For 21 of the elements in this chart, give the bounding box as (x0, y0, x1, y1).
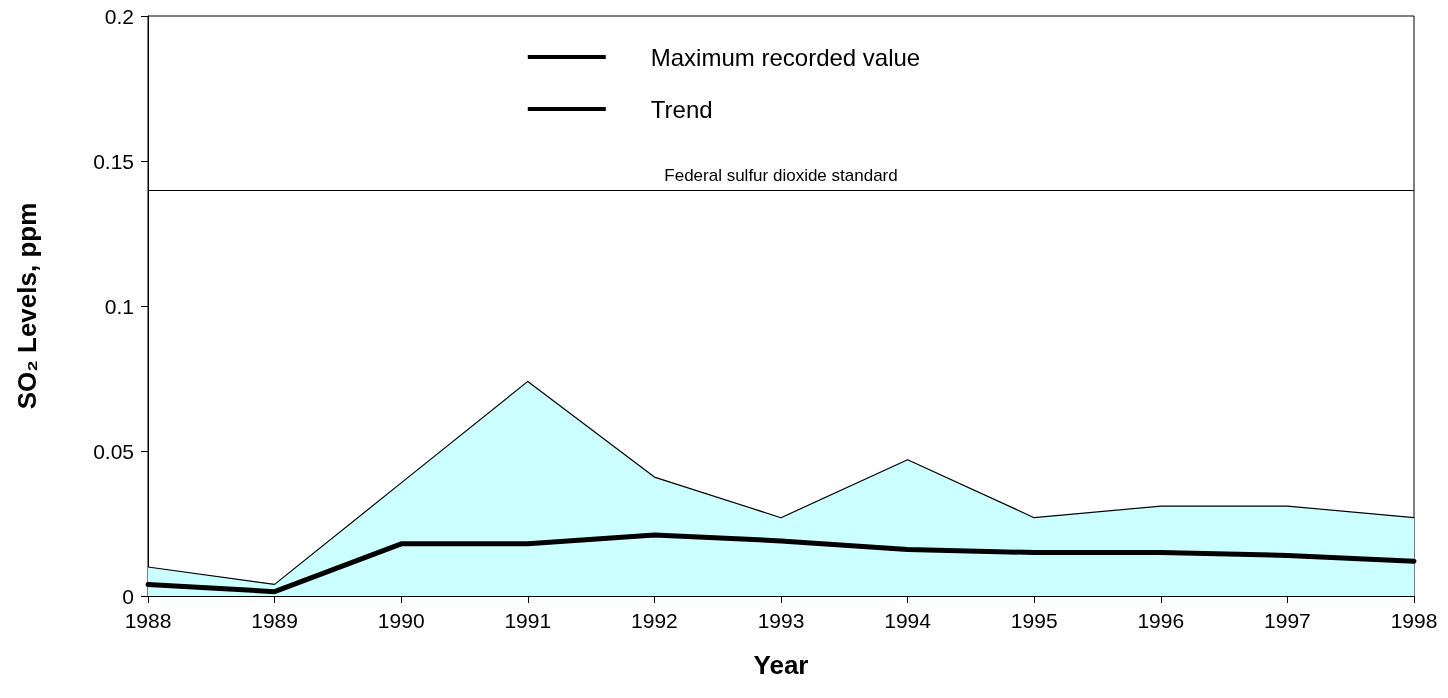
x-axis-title: Year (753, 650, 809, 680)
legend-label: Trend (650, 95, 713, 123)
x-tick-label: 1997 (1264, 609, 1311, 632)
x-tick-label: 1996 (1137, 609, 1185, 632)
x-tick-label: 1994 (884, 609, 932, 632)
x-tick-label: 1990 (377, 609, 425, 632)
y-tick-label: 0 (122, 584, 134, 608)
y-axis-title: SO₂ Levels, ppm (12, 202, 42, 410)
x-tick-label: 1989 (251, 609, 298, 632)
legend-label: Maximum recorded value (650, 43, 921, 71)
x-tick-label: 1991 (504, 609, 552, 632)
ref-line-label: Federal sulfur dioxide standard (664, 166, 898, 185)
x-tick-label: 1993 (757, 609, 805, 632)
y-tick-label: 0.1 (104, 294, 134, 318)
x-tick-label: 1992 (631, 609, 678, 632)
y-tick-label: 0.05 (93, 439, 134, 463)
y-tick-label: 0.15 (93, 149, 134, 173)
y-tick-label: 0.2 (104, 4, 134, 28)
x-tick-label: 1998 (1390, 609, 1438, 632)
x-tick-label: 1995 (1010, 609, 1058, 632)
x-tick-label: 1988 (124, 609, 172, 632)
